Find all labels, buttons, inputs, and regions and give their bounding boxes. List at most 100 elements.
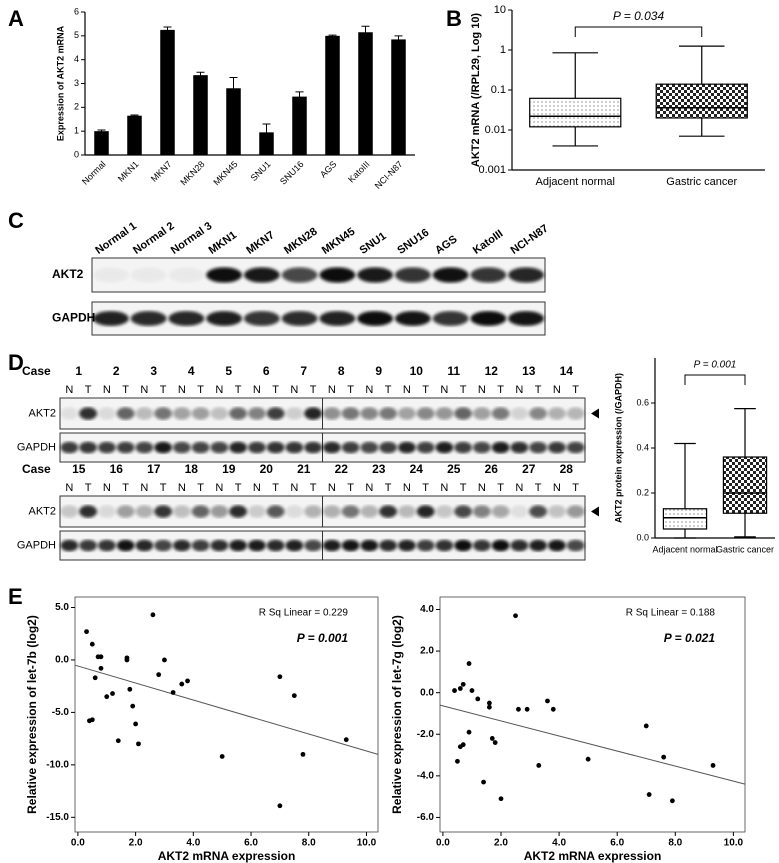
- blot-band: [491, 441, 510, 454]
- case-number: 12: [485, 364, 499, 378]
- case-number: 15: [72, 462, 86, 476]
- blot-band: [435, 441, 454, 454]
- bar: [160, 29, 175, 155]
- case-number: 16: [110, 462, 124, 476]
- blot-band: [397, 505, 416, 518]
- lane-type: T: [422, 384, 429, 396]
- y-tick-label: -15.0: [46, 812, 69, 823]
- y-tick-label: 1: [500, 44, 506, 56]
- lane-type: N: [140, 482, 148, 494]
- lane-type: T: [197, 482, 204, 494]
- blot-band: [130, 267, 167, 283]
- x-tick-label: Gastric cancer: [666, 176, 737, 188]
- blot-band: [432, 311, 469, 326]
- lane-type: N: [515, 482, 523, 494]
- error-bar: [130, 114, 139, 117]
- blot-band: [285, 441, 304, 454]
- case-number: 1: [75, 364, 82, 378]
- blot-band: [191, 407, 210, 420]
- point: [460, 681, 466, 687]
- point: [585, 756, 591, 762]
- blot-band: [191, 539, 210, 552]
- error-bar: [97, 129, 106, 133]
- blot-band: [304, 539, 323, 552]
- blot-band: [341, 407, 360, 420]
- lane-type: T: [122, 384, 129, 396]
- blot-band: [191, 505, 210, 518]
- blot-band: [360, 505, 379, 518]
- bar: [226, 88, 241, 155]
- blot-band: [341, 505, 360, 518]
- x-tick-label: 0.0: [71, 838, 85, 849]
- box: [662, 508, 708, 530]
- lane-type: T: [85, 482, 92, 494]
- point: [277, 674, 283, 680]
- blot-band: [547, 407, 566, 420]
- point: [162, 657, 167, 663]
- blot-band: [510, 539, 529, 552]
- blot-band: [304, 505, 323, 518]
- blot-band: [566, 539, 585, 552]
- y-tick-label: 5.0: [55, 602, 69, 613]
- point: [481, 779, 486, 785]
- fit-line: [74, 664, 379, 755]
- blot-band: [116, 407, 135, 420]
- lane-type: T: [310, 384, 317, 396]
- blot-band: [547, 539, 566, 552]
- lane-label: MKN1: [207, 229, 239, 257]
- point: [104, 694, 110, 700]
- y-tick-label: 0.0: [55, 655, 69, 666]
- error-bar: [196, 71, 205, 79]
- row-label: AKT2: [28, 407, 56, 419]
- case-number: 25: [447, 462, 461, 476]
- x-tick-label: SNU16: [278, 159, 306, 187]
- blot-band: [319, 311, 356, 326]
- blot-band: [210, 505, 229, 518]
- case-number: 14: [560, 364, 574, 378]
- significance-bracket: [684, 374, 746, 385]
- lane-type: T: [385, 384, 392, 396]
- x-tick-label: 10.0: [724, 838, 744, 849]
- y-tick-label: 2: [74, 102, 79, 112]
- blot-band: [229, 539, 248, 552]
- lane-type: T: [460, 384, 467, 396]
- panel-label: A: [8, 6, 24, 31]
- point: [466, 729, 472, 735]
- y-tick-label: -5.0: [52, 707, 70, 718]
- significance-bracket: [574, 26, 703, 37]
- y-tick-label: 10: [494, 4, 506, 16]
- blot-band: [432, 267, 469, 283]
- lane-type: N: [215, 482, 223, 494]
- blot-band: [341, 441, 360, 454]
- lane-type: T: [122, 482, 129, 494]
- case-number: 10: [410, 364, 424, 378]
- lane-type: N: [103, 482, 111, 494]
- point: [455, 758, 460, 764]
- blot-band: [60, 407, 79, 420]
- blot-band: [206, 311, 243, 326]
- lane-type: T: [497, 384, 504, 396]
- blot-band: [285, 505, 304, 518]
- blot-band: [510, 505, 529, 518]
- blot-band: [322, 407, 341, 420]
- case-label: Case: [22, 364, 51, 378]
- x-tick-label: MKN28: [178, 159, 206, 187]
- panel-label: E: [8, 584, 23, 609]
- blot-band: [416, 505, 435, 518]
- y-axis-label: AKT2 protein expression (/GAPDH): [613, 373, 623, 523]
- point: [98, 654, 104, 660]
- blot-band: [135, 441, 154, 454]
- blot-band: [472, 407, 491, 420]
- blot-band: [154, 441, 173, 454]
- row-label: GAPDH: [17, 441, 56, 453]
- blot-band: [116, 441, 135, 454]
- y-tick-label: 6: [74, 6, 79, 16]
- blot-band: [360, 539, 379, 552]
- y-axis-label: Relative expression of let-7g (log2): [390, 615, 404, 814]
- lane-label: KatoIII: [471, 228, 505, 257]
- blot-band: [60, 441, 79, 454]
- x-tick-label: 4.0: [186, 838, 200, 849]
- point: [110, 691, 115, 696]
- x-tick-label: AGS: [318, 159, 339, 180]
- blot-band: [154, 539, 173, 552]
